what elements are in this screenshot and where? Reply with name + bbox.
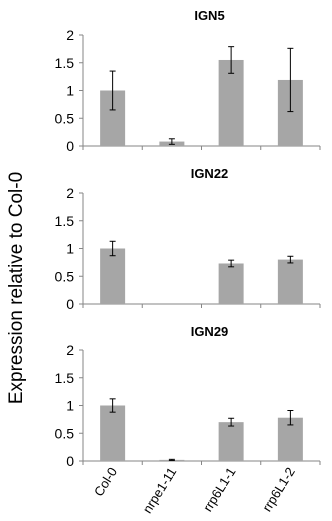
y-tick-label-ign5: 0.5 bbox=[55, 110, 75, 126]
panel-ign22: IGN22 0 0.5 1 1.5 2 bbox=[55, 166, 321, 312]
y-tick-label-ign5: 1 bbox=[66, 83, 74, 99]
y-tick-label-ign29: 0.5 bbox=[55, 425, 75, 441]
bar-ign5-rrp6l1-1 bbox=[218, 59, 244, 146]
error-bar-ign29-rrp6l1-2 bbox=[287, 409, 294, 426]
error-bar-ign22-rrp6l1-2 bbox=[287, 255, 294, 264]
panel-title-ign5: IGN5 bbox=[194, 8, 224, 23]
bar-ign29-rrp6l1-1 bbox=[218, 422, 244, 461]
bar-ign22-rrp6l1-2 bbox=[277, 259, 303, 304]
error-bar-ign5-rrp6l1-2 bbox=[287, 47, 294, 113]
y-tick-label-ign22: 1 bbox=[66, 241, 74, 257]
error-bar-ign5-rrp6l1-1 bbox=[228, 46, 235, 74]
error-bar-ign29-col-0 bbox=[109, 398, 116, 413]
panel-ign5: IGN5 0 0.5 1 1.5 2 bbox=[55, 8, 321, 154]
x-category-label-rrp6l1-2: rrp6L1-2 bbox=[259, 465, 298, 515]
error-bar-ign22-rrp6l1-1 bbox=[228, 259, 235, 268]
x-category-labels: Col-0 nrpe1-11 rrp6L1-1 rrp6L1-2 bbox=[91, 465, 298, 516]
error-bar-ign29-nrpe1-11 bbox=[168, 458, 175, 461]
y-tick-label-ign29: 2 bbox=[66, 342, 74, 358]
shared-y-axis-label: Expression relative to Col-0 bbox=[6, 172, 27, 404]
x-category-label-rrp6l1-1: rrp6L1-1 bbox=[200, 465, 239, 515]
bar-ign22-col-0 bbox=[100, 248, 126, 304]
error-bar-ign5-nrpe1-11 bbox=[168, 138, 175, 145]
panel-title-ign29: IGN29 bbox=[191, 324, 229, 339]
y-tick-label-ign29: 1 bbox=[66, 398, 74, 414]
panel-ign29: IGN29 0 0.5 1 1.5 2 bbox=[55, 324, 321, 469]
y-tick-label-ign22: 1.5 bbox=[55, 213, 75, 229]
error-bar-ign29-rrp6l1-1 bbox=[228, 417, 235, 427]
x-category-label-col-0: Col-0 bbox=[91, 465, 120, 499]
y-tick-label-ign22: 0.5 bbox=[55, 268, 75, 284]
bar-ign29-col-0 bbox=[100, 405, 126, 461]
y-tick-label-ign5: 1.5 bbox=[55, 55, 75, 71]
error-bar-ign5-col-0 bbox=[109, 70, 116, 111]
panel-title-ign22: IGN22 bbox=[191, 166, 229, 181]
y-tick-label-ign5: 2 bbox=[66, 27, 74, 43]
error-bar-ign22-col-0 bbox=[109, 240, 116, 257]
bar-ign22-rrp6l1-1 bbox=[218, 263, 244, 304]
y-tick-label-ign29: 1.5 bbox=[55, 370, 75, 386]
y-tick-label-ign22: 0 bbox=[66, 296, 74, 312]
y-tick-label-ign5: 0 bbox=[66, 138, 74, 154]
y-tick-label-ign29: 0 bbox=[66, 453, 74, 469]
y-tick-label-ign22: 2 bbox=[66, 185, 74, 201]
x-category-label-nrpe1-11: nrpe1-11 bbox=[140, 465, 180, 516]
